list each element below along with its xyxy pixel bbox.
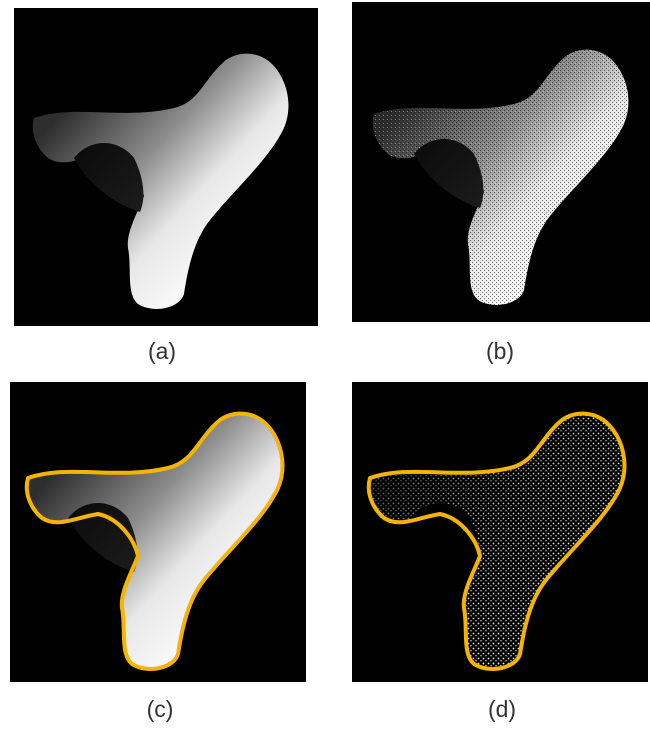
bone-shape bbox=[26, 413, 283, 669]
point-cloud-with-contour bbox=[352, 382, 648, 682]
depth-image-with-contour bbox=[10, 382, 306, 682]
caption-d: (d) bbox=[487, 696, 517, 722]
bone-shape bbox=[32, 53, 289, 309]
panel-c bbox=[10, 382, 306, 682]
contour-outline bbox=[366, 411, 627, 671]
caption-a: (a) bbox=[147, 338, 177, 364]
panel-d bbox=[352, 382, 648, 682]
caption-b: (b) bbox=[485, 338, 515, 364]
depth-image-noisy bbox=[352, 2, 650, 322]
contour-outline bbox=[24, 411, 285, 671]
panel-a bbox=[14, 8, 318, 326]
panel-b bbox=[352, 2, 650, 322]
caption-c: (c) bbox=[146, 696, 174, 722]
depth-image-smooth bbox=[14, 8, 318, 326]
